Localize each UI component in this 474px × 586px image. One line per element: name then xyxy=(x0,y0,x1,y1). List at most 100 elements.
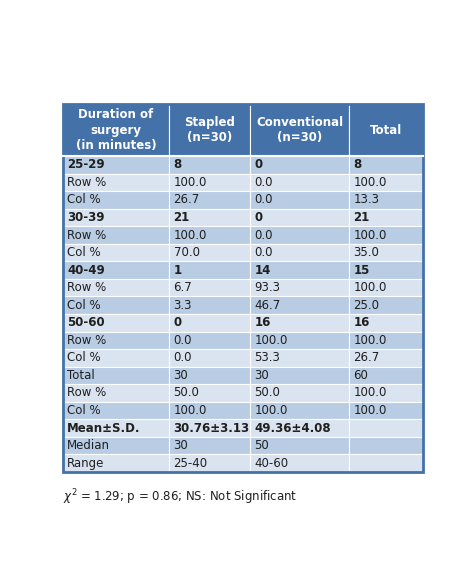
Text: 50: 50 xyxy=(255,439,269,452)
Bar xyxy=(63,191,169,209)
Text: Row %: Row % xyxy=(67,176,107,189)
Bar xyxy=(169,332,250,349)
Text: 8: 8 xyxy=(354,158,362,171)
Text: 0: 0 xyxy=(255,211,263,224)
Text: Stapled
(n=30): Stapled (n=30) xyxy=(184,116,235,144)
Bar xyxy=(250,297,349,314)
Bar xyxy=(250,261,349,279)
Bar xyxy=(169,156,250,173)
Bar xyxy=(63,173,169,191)
Bar xyxy=(169,191,250,209)
Text: 0.0: 0.0 xyxy=(255,193,273,206)
Bar xyxy=(63,104,423,472)
Bar xyxy=(63,244,169,261)
Text: Conventional
(n=30): Conventional (n=30) xyxy=(256,116,343,144)
Bar xyxy=(349,437,423,454)
Text: 50.0: 50.0 xyxy=(173,386,200,400)
Text: 100.0: 100.0 xyxy=(354,404,387,417)
Bar xyxy=(169,209,250,226)
Bar xyxy=(250,454,349,472)
Text: 30.76±3.13: 30.76±3.13 xyxy=(173,421,250,435)
Bar xyxy=(349,104,423,156)
Bar xyxy=(169,402,250,419)
Text: 40-49: 40-49 xyxy=(67,264,105,277)
Text: 14: 14 xyxy=(255,264,271,277)
Bar xyxy=(63,437,169,454)
Text: Col %: Col % xyxy=(67,404,101,417)
Text: 3.3: 3.3 xyxy=(173,299,192,312)
Bar xyxy=(169,437,250,454)
Text: Median: Median xyxy=(67,439,110,452)
Text: 16: 16 xyxy=(354,316,370,329)
Text: $\chi^2$ = 1.29; p = 0.86; NS: Not Significant: $\chi^2$ = 1.29; p = 0.86; NS: Not Signi… xyxy=(63,488,297,507)
Text: 53.3: 53.3 xyxy=(255,352,281,364)
Bar xyxy=(250,402,349,419)
Bar xyxy=(349,314,423,332)
Text: 0: 0 xyxy=(173,316,182,329)
Text: Duration of
surgery
(in minutes): Duration of surgery (in minutes) xyxy=(76,108,156,152)
Bar xyxy=(349,209,423,226)
Text: 100.0: 100.0 xyxy=(354,281,387,294)
Bar xyxy=(250,314,349,332)
Bar xyxy=(250,384,349,402)
Text: 0.0: 0.0 xyxy=(255,176,273,189)
Bar xyxy=(349,244,423,261)
Text: 0: 0 xyxy=(255,158,263,171)
Text: Row %: Row % xyxy=(67,334,107,347)
Bar xyxy=(63,349,169,367)
Text: 21: 21 xyxy=(354,211,370,224)
Bar xyxy=(349,279,423,297)
Text: Total: Total xyxy=(67,369,95,382)
Bar xyxy=(169,226,250,244)
Text: Row %: Row % xyxy=(67,386,107,400)
Text: 100.0: 100.0 xyxy=(354,229,387,241)
Text: 100.0: 100.0 xyxy=(173,229,207,241)
Text: 40-60: 40-60 xyxy=(255,456,289,469)
Bar xyxy=(349,332,423,349)
Text: 35.0: 35.0 xyxy=(354,246,379,259)
Text: 30: 30 xyxy=(173,369,188,382)
Bar xyxy=(349,191,423,209)
Bar xyxy=(250,419,349,437)
Bar xyxy=(169,244,250,261)
Bar xyxy=(63,402,169,419)
Text: 0.0: 0.0 xyxy=(255,229,273,241)
Text: Mean±S.D.: Mean±S.D. xyxy=(67,421,141,435)
Bar xyxy=(349,454,423,472)
Bar xyxy=(349,173,423,191)
Text: 26.7: 26.7 xyxy=(173,193,200,206)
Text: Col %: Col % xyxy=(67,246,101,259)
Text: 100.0: 100.0 xyxy=(255,404,288,417)
Bar xyxy=(63,332,169,349)
Text: 1: 1 xyxy=(173,264,182,277)
Bar xyxy=(63,454,169,472)
Bar xyxy=(169,261,250,279)
Text: 0.0: 0.0 xyxy=(255,246,273,259)
Bar xyxy=(349,384,423,402)
Text: 25-29: 25-29 xyxy=(67,158,105,171)
Bar xyxy=(349,297,423,314)
Bar xyxy=(250,226,349,244)
Text: 46.7: 46.7 xyxy=(255,299,281,312)
Bar xyxy=(250,244,349,261)
Bar xyxy=(63,209,169,226)
Text: 0.0: 0.0 xyxy=(173,334,192,347)
Bar xyxy=(349,226,423,244)
Bar xyxy=(169,349,250,367)
Bar xyxy=(250,437,349,454)
Text: Col %: Col % xyxy=(67,193,101,206)
Bar xyxy=(169,104,250,156)
Bar xyxy=(63,279,169,297)
Text: 13.3: 13.3 xyxy=(354,193,380,206)
Bar xyxy=(250,332,349,349)
Text: Range: Range xyxy=(67,456,105,469)
Bar xyxy=(250,156,349,173)
Text: 30: 30 xyxy=(255,369,269,382)
Bar xyxy=(63,104,169,156)
Bar xyxy=(169,419,250,437)
Text: 25-40: 25-40 xyxy=(173,456,208,469)
Text: 8: 8 xyxy=(173,158,182,171)
Text: Row %: Row % xyxy=(67,281,107,294)
Text: 0.0: 0.0 xyxy=(173,352,192,364)
Text: 100.0: 100.0 xyxy=(354,334,387,347)
